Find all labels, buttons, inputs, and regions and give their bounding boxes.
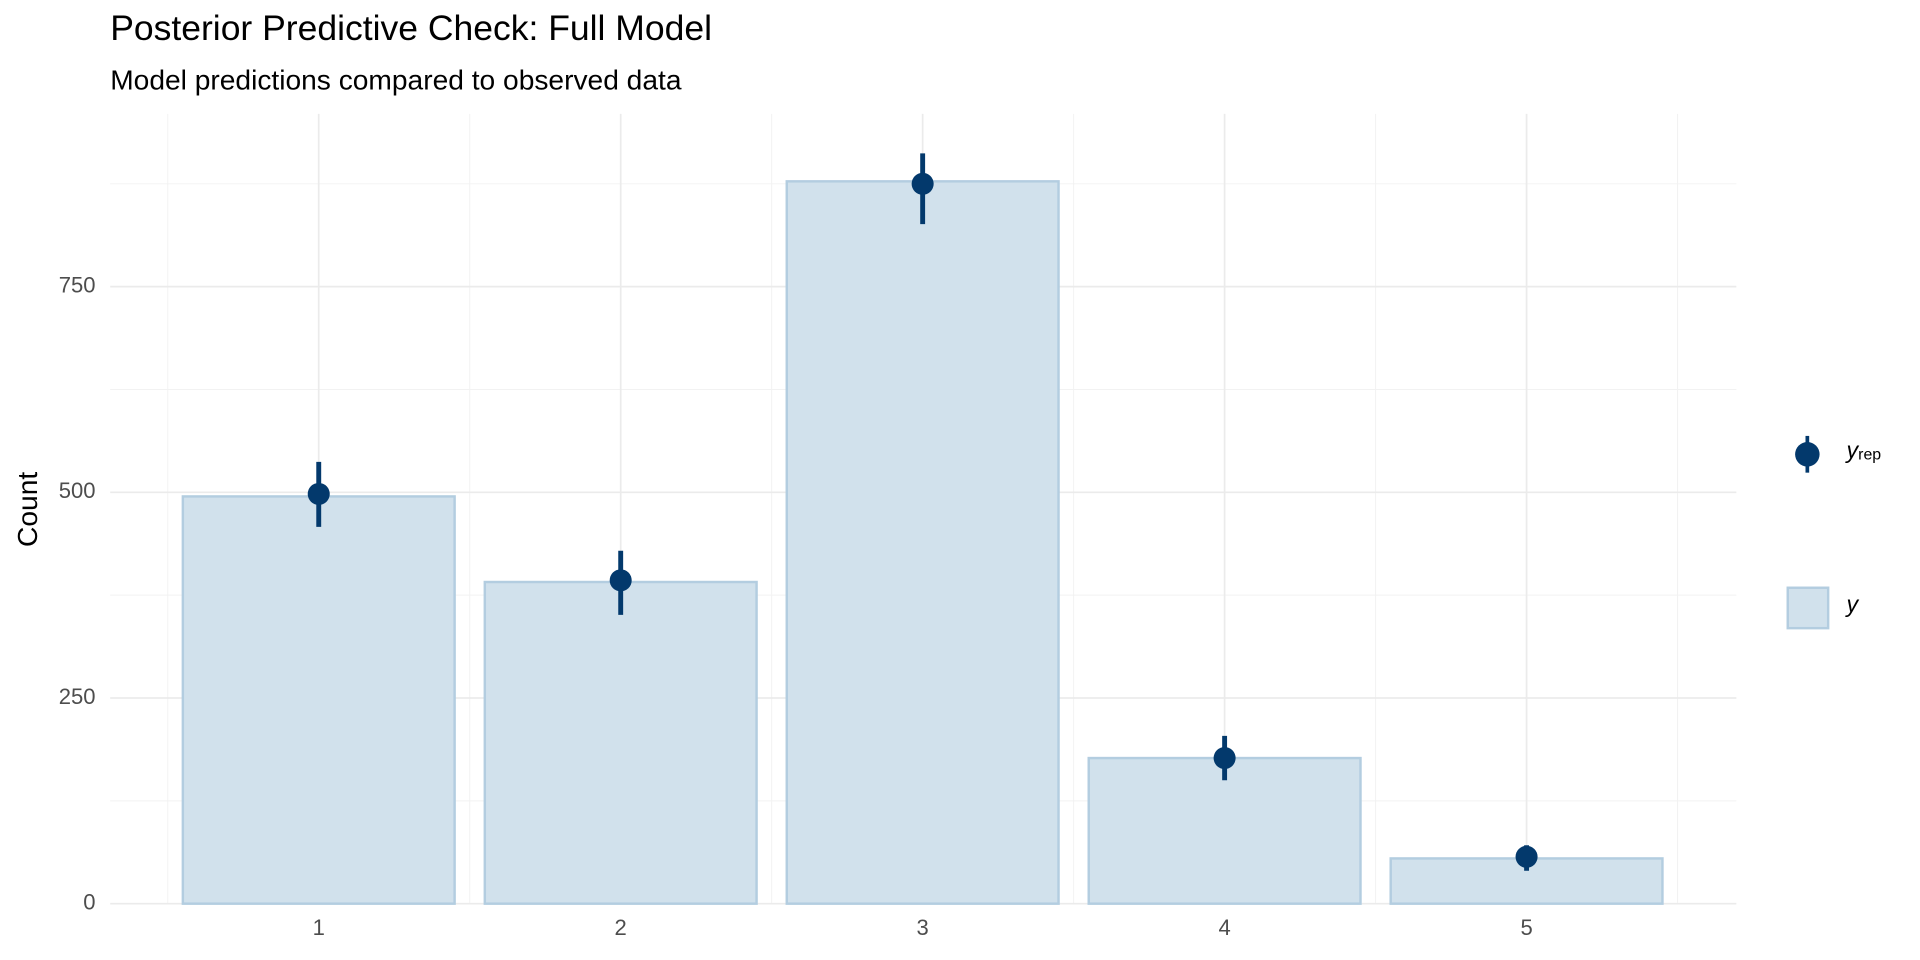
y-axis-label: Count: [12, 472, 43, 547]
legend-label: y: [1845, 437, 1860, 463]
point: [1213, 747, 1236, 770]
bar: [785, 180, 1060, 905]
bar: [181, 495, 456, 905]
x-tick-label: 2: [615, 915, 627, 940]
legend-label: yrep: [1845, 437, 1882, 464]
chart-title: Posterior Predictive Check: Full Model: [110, 8, 712, 48]
chart-subtitle: Model predictions compared to observed d…: [110, 64, 682, 95]
point: [609, 569, 632, 592]
y-tick-label: 0: [83, 890, 95, 915]
point: [1515, 845, 1538, 868]
point: [911, 172, 934, 195]
bar: [483, 580, 758, 905]
legend-label: y: [1845, 591, 1860, 617]
x-tick-label: 3: [917, 915, 929, 940]
x-tick-label: 5: [1520, 915, 1532, 940]
legend-key: [1795, 442, 1820, 467]
x-tick-label: 4: [1218, 915, 1230, 940]
point: [307, 482, 330, 505]
legend-label: y: [1845, 591, 1860, 617]
y-tick-label: 500: [59, 478, 96, 503]
x-tick-label: 1: [313, 915, 325, 940]
y-tick-label: 750: [59, 272, 96, 297]
legend-key: [1786, 586, 1830, 630]
legend-subscript: rep: [1858, 447, 1881, 464]
y-tick-label: 250: [59, 684, 96, 709]
